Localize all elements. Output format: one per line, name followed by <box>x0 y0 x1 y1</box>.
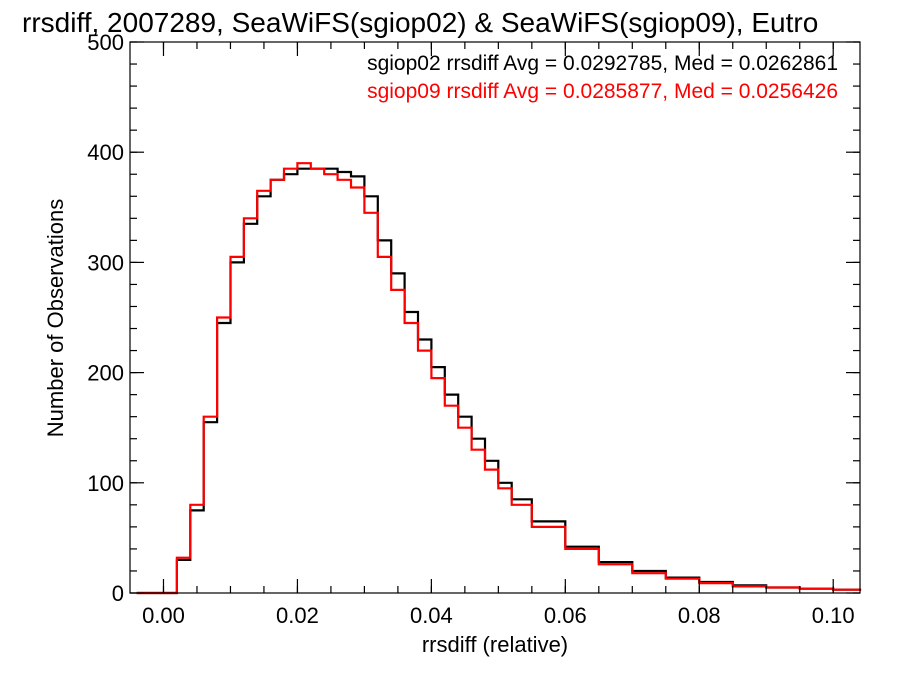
stats-annotation: sgiop09 rrsdiff Avg = 0.0285877, Med = 0… <box>367 80 838 103</box>
y-tick-label: 200 <box>87 361 124 386</box>
plot-frame <box>129 41 861 594</box>
x-axis-label: rrsdiff (relative) <box>422 632 568 657</box>
series-line-sgiop02 <box>136 167 862 595</box>
y-tick-label: 100 <box>87 471 124 496</box>
ticks-layer: 0.00 0.02 0.04 0.06 0.08 0.10 0 100 200 300 400 500 <box>87 30 860 628</box>
series-line-sgiop09 <box>136 162 862 595</box>
y-axis-label: Number of Observations <box>43 199 68 437</box>
chart-title: rrsdiff, 2007289, SeaWiFS(sgiop02) & Sea… <box>22 7 818 38</box>
y-tick-label: 500 <box>87 30 124 55</box>
stats-annotation: sgiop02 rrsdiff Avg = 0.0292785, Med = 0… <box>367 52 838 75</box>
y-tick-label: 300 <box>87 250 124 275</box>
y-tick-label: 0 <box>112 581 124 606</box>
x-tick-label: 0.02 <box>276 603 319 628</box>
x-tick-label: 0.10 <box>812 603 855 628</box>
x-tick-label: 0.08 <box>678 603 721 628</box>
x-tick-label: 0.04 <box>410 603 453 628</box>
x-tick-label: 0.00 <box>142 603 185 628</box>
annotation-layer: sgiop02 rrsdiff Avg = 0.0292785, Med = 0… <box>367 52 838 103</box>
series-layer <box>136 162 862 595</box>
y-tick-label: 400 <box>87 140 124 165</box>
x-tick-label: 0.06 <box>544 603 587 628</box>
